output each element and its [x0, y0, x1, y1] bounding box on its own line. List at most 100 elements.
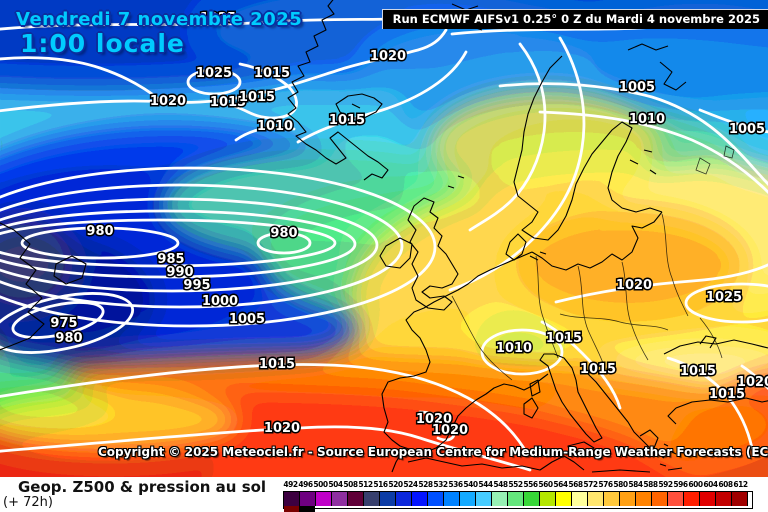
colorbar-cell: [732, 492, 748, 506]
pressure-label: 1010: [257, 119, 293, 134]
pressure-label: 1025: [706, 290, 742, 305]
colorbar-tick-label: 532: [433, 480, 448, 489]
colorbar-tick-label: 508: [343, 480, 358, 489]
colorbar-cell: [380, 492, 396, 506]
colorbar-cell: [284, 492, 300, 506]
colorbar-tick-label: 540: [463, 480, 478, 489]
colorbar-tick-label: 600: [688, 480, 703, 489]
pressure-label: 1015: [239, 90, 275, 105]
colorbar-tick-label: 564: [553, 480, 568, 489]
pressure-label: 1005: [729, 122, 765, 137]
colorbar-tick-label: 524: [403, 480, 418, 489]
z500-colorbar: 492 496 500 504 508 512 516 520 524 528 532 536 540 5…: [283, 480, 753, 512]
colorbar-cell: [332, 492, 348, 506]
colorbar-tick-label: 544: [478, 480, 493, 489]
colorbar-tick-label: 588: [643, 480, 658, 489]
colorbar-cell: [604, 492, 620, 506]
colorbar-tick-label: 528: [418, 480, 433, 489]
pressure-label: 1015: [210, 95, 246, 110]
colorbar-cell: [300, 506, 315, 512]
valid-time-label: 1:00 locale: [20, 29, 185, 58]
pressure-label: 1015: [259, 357, 295, 372]
pressure-label: 980: [270, 226, 297, 241]
colorbar-cell: [524, 492, 540, 506]
valid-date-label: Vendredi 7 novembre 2025: [16, 9, 303, 30]
colorbar-cell: [444, 492, 460, 506]
pressure-label: 1025: [196, 66, 232, 81]
pressure-label: 1010: [629, 112, 665, 127]
pressure-label: 1020: [370, 49, 406, 64]
product-title: Geop. Z500 & pression au sol: [18, 478, 267, 496]
colorbar-cell: [364, 492, 380, 506]
legend-footer: Geop. Z500 & pression au sol (+ 72h) 492…: [0, 477, 768, 512]
colorbar-cell: [540, 492, 556, 506]
pressure-label: 1020: [264, 421, 300, 436]
pressure-label: 1015: [546, 331, 582, 346]
colorbar-cell: [620, 492, 636, 506]
colorbar-tick-label: 584: [628, 480, 643, 489]
pressure-label: 990: [166, 265, 193, 280]
pressure-label: 1010: [496, 341, 532, 356]
colorbar-cell: [588, 492, 604, 506]
colorbar-tick-label: 516: [373, 480, 388, 489]
colorbar-tick-label: 504: [328, 480, 343, 489]
colorbar-cell: [348, 492, 364, 506]
coastlines: [0, 0, 768, 473]
colorbar-cell: [412, 492, 428, 506]
colorbar-tick-label: 580: [613, 480, 628, 489]
colorbar-cell: [284, 506, 300, 512]
colorbar-tick-label: 596: [673, 480, 688, 489]
pressure-label: 1020: [737, 375, 768, 390]
colorbar-tick-label: 552: [508, 480, 523, 489]
pressure-label: 980: [86, 224, 113, 239]
colorbar-tick-label: 560: [538, 480, 553, 489]
colorbar-tick-label: 492: [283, 480, 298, 489]
colorbar-cell: [300, 492, 316, 506]
pressure-label: 1000: [202, 294, 238, 309]
pressure-label: 980: [55, 331, 82, 346]
pressure-label: 1015: [254, 66, 290, 81]
colorbar-tick-label: 548: [493, 480, 508, 489]
colorbar-tick-label: 572: [583, 480, 598, 489]
pressure-label: 1015: [580, 362, 616, 377]
colorbar-tick-label: 612: [733, 480, 748, 489]
colorbar-cell: [316, 492, 332, 506]
colorbar-cell: [428, 492, 444, 506]
colorbar-cell: [556, 492, 572, 506]
colorbar-cell: [716, 492, 732, 506]
colorbar-cell: [492, 492, 508, 506]
weather-map: 1025 1020 1025 1015 1020 1015 1015 1010 1015 1005…: [0, 0, 768, 477]
colorbar-cell: [636, 492, 652, 506]
colorbar-tick-label: 496: [298, 480, 313, 489]
pressure-label: 975: [50, 316, 77, 331]
colorbar-tick-label: 592: [658, 480, 673, 489]
pressure-label: 1015: [680, 364, 716, 379]
country-borders: [451, 145, 735, 381]
isobar-contours: [0, 14, 768, 472]
forecast-lead-time: (+ 72h): [3, 495, 53, 510]
colorbar-cell: [476, 492, 492, 506]
colorbar-tick-label: 568: [568, 480, 583, 489]
pressure-label: 1020: [150, 94, 186, 109]
colorbar-tick-label: 536: [448, 480, 463, 489]
colorbar-tick-label: 512: [358, 480, 373, 489]
model-run-banner: Run ECMWF AIFSv1 0.25° 0 Z du Mardi 4 no…: [381, 9, 768, 29]
pressure-label: 1025: [200, 11, 236, 26]
pressure-label: 1020: [432, 423, 468, 438]
copyright-notice: Copyright © 2025 Meteociel.fr - Source E…: [98, 445, 768, 459]
pressure-label: 1020: [416, 412, 452, 427]
colorbar-cell: [396, 492, 412, 506]
colorbar-cell: [652, 492, 668, 506]
colorbar-tick-label: 608: [718, 480, 733, 489]
colorbar-cell: [684, 492, 700, 506]
pressure-label: 1015: [709, 387, 745, 402]
colorbar-cell: [700, 492, 716, 506]
colorbar-cell: [572, 492, 588, 506]
colorbar-tick-label: 576: [598, 480, 613, 489]
colorbar-cell: [668, 492, 684, 506]
pressure-label: 1020: [616, 278, 652, 293]
colorbar-cell: [508, 492, 524, 506]
